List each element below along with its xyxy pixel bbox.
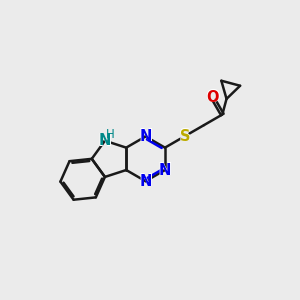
Text: N: N (138, 172, 153, 190)
Text: O: O (205, 88, 220, 106)
Text: N: N (140, 129, 152, 144)
Text: N: N (158, 161, 172, 179)
Text: N: N (138, 128, 153, 146)
Text: N: N (99, 133, 111, 148)
Text: N: N (140, 174, 152, 189)
Text: H: H (106, 128, 115, 141)
Text: S: S (178, 127, 191, 145)
Text: N: N (98, 132, 112, 150)
Text: O: O (206, 90, 219, 105)
Text: S: S (180, 129, 190, 144)
Text: N: N (159, 163, 171, 178)
